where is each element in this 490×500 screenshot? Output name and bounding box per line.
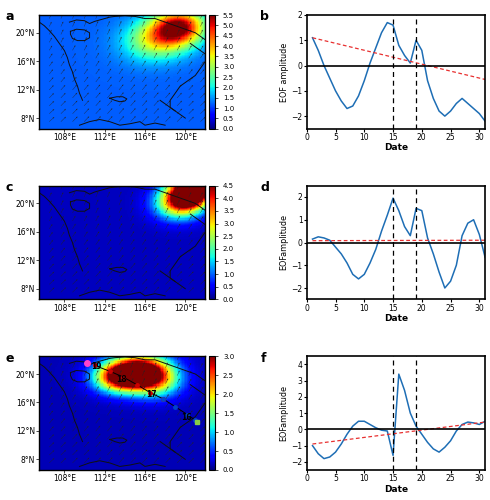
Text: c: c [6,181,13,194]
X-axis label: Date: Date [384,484,408,494]
X-axis label: Date: Date [384,144,408,152]
Y-axis label: EOF amplitude: EOF amplitude [280,42,289,102]
Text: a: a [6,10,14,24]
Text: f: f [260,352,266,364]
Text: 17: 17 [147,390,157,400]
Text: b: b [260,10,269,24]
Text: 19: 19 [91,362,101,371]
X-axis label: Date: Date [384,314,408,323]
Y-axis label: EOFamplitude: EOFamplitude [280,214,289,270]
Y-axis label: EOFamplitude: EOFamplitude [280,385,289,441]
Text: 16: 16 [181,413,192,422]
Text: d: d [260,181,269,194]
Text: 18: 18 [116,375,127,384]
Text: e: e [6,352,14,364]
